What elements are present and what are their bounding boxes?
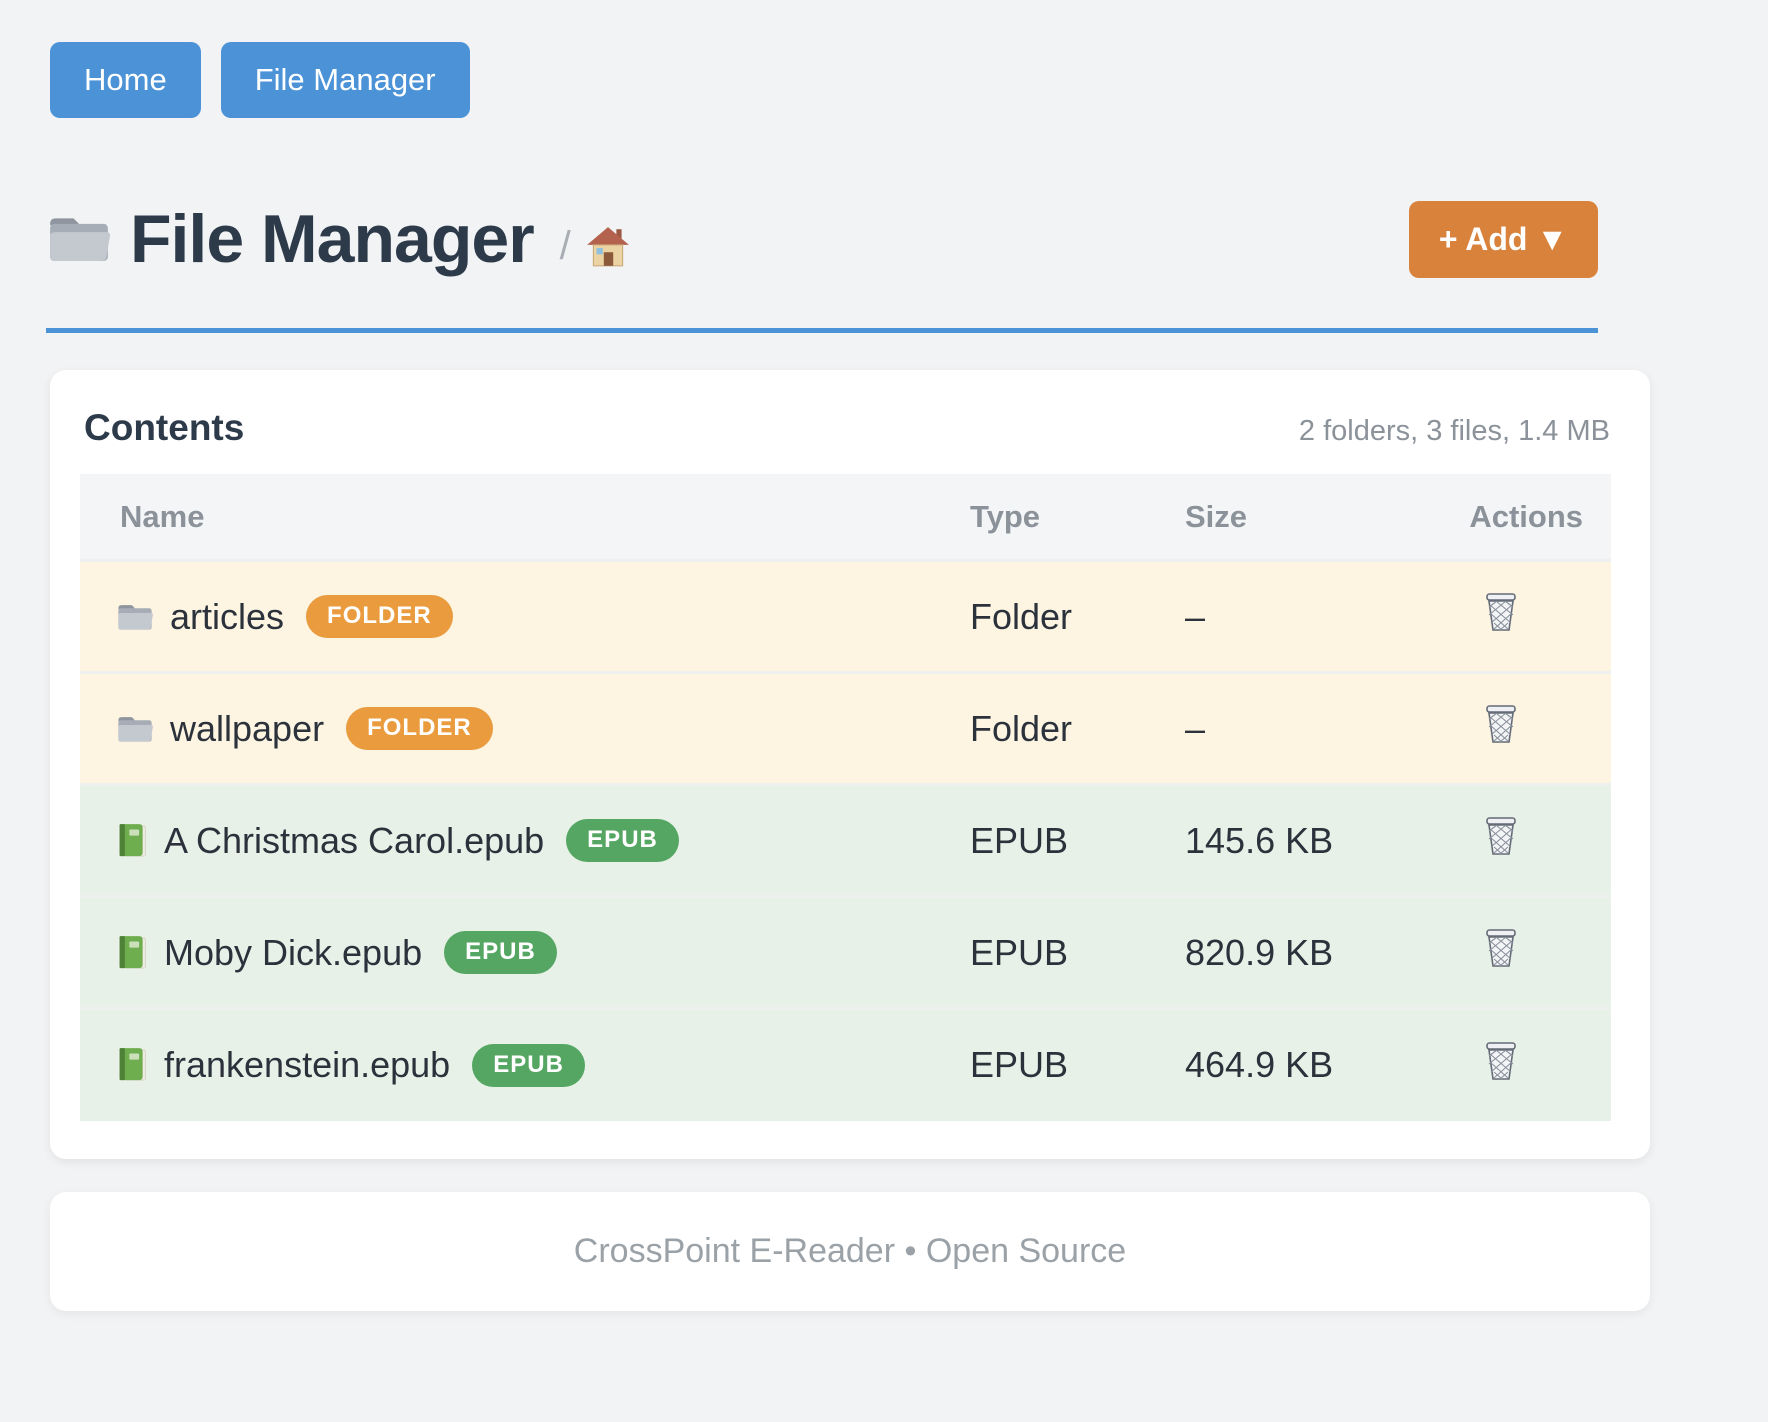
column-header-name: Name [80, 474, 955, 561]
delete-button[interactable] [1483, 1040, 1519, 1082]
file-manager-nav-button[interactable]: File Manager [221, 42, 470, 118]
file-type: EPUB [955, 785, 1165, 897]
file-type: EPUB [955, 1009, 1165, 1121]
column-header-actions: Actions [1390, 474, 1611, 561]
file-type-badge: FOLDER [306, 595, 453, 638]
page-header: File Manager / + Add ▼ [46, 193, 1598, 285]
file-size: 145.6 KB [1165, 785, 1390, 897]
file-name[interactable]: articles [170, 596, 284, 638]
delete-button[interactable] [1483, 815, 1519, 857]
contents-summary: 2 folders, 3 files, 1.4 MB [1299, 415, 1610, 448]
file-name[interactable]: Moby Dick.epub [164, 932, 422, 974]
header-divider [46, 328, 1598, 333]
file-table: Name Type Size Actions [80, 474, 1611, 1121]
table-row[interactable]: Moby Dick.epub EPUB EPUB 820.9 KB [80, 897, 1611, 1009]
home-nav-button[interactable]: Home [50, 42, 201, 118]
breadcrumb-separator: / [560, 224, 571, 269]
delete-button[interactable] [1483, 591, 1519, 633]
folder-icon [46, 211, 112, 267]
file-name[interactable]: wallpaper [170, 708, 324, 750]
file-name[interactable]: frankenstein.epub [164, 1044, 450, 1086]
book-icon [116, 934, 148, 972]
contents-card: Contents 2 folders, 3 files, 1.4 MB Name… [50, 370, 1650, 1159]
page-title: File Manager [130, 193, 534, 285]
file-type: Folder [955, 561, 1165, 673]
delete-button[interactable] [1483, 703, 1519, 745]
add-button[interactable]: + Add ▼ [1409, 201, 1598, 278]
file-type-badge: EPUB [444, 931, 557, 974]
file-size: – [1165, 561, 1390, 673]
column-header-type: Type [955, 474, 1165, 561]
trash-icon [1483, 927, 1519, 969]
trash-icon [1483, 1040, 1519, 1082]
book-icon [116, 1046, 148, 1084]
file-type: Folder [955, 673, 1165, 785]
footer-text: CrossPoint E-Reader • Open Source [574, 1232, 1126, 1271]
trash-icon [1483, 591, 1519, 633]
table-row[interactable]: wallpaper FOLDER Folder – [80, 673, 1611, 785]
file-size: 820.9 KB [1165, 897, 1390, 1009]
footer: CrossPoint E-Reader • Open Source [50, 1192, 1650, 1311]
contents-card-header: Contents 2 folders, 3 files, 1.4 MB [80, 404, 1610, 452]
home-icon[interactable] [585, 226, 631, 268]
file-name[interactable]: A Christmas Carol.epub [164, 820, 544, 862]
table-row[interactable]: A Christmas Carol.epub EPUB EPUB 145.6 K… [80, 785, 1611, 897]
table-row[interactable]: frankenstein.epub EPUB EPUB 464.9 KB [80, 1009, 1611, 1121]
folder-icon [116, 713, 154, 745]
book-icon [116, 822, 148, 860]
file-type: EPUB [955, 897, 1165, 1009]
nav-toolbar: Home File Manager [50, 42, 1768, 118]
trash-icon [1483, 703, 1519, 745]
table-header-row: Name Type Size Actions [80, 474, 1611, 561]
file-type-badge: EPUB [566, 819, 679, 862]
file-type-badge: EPUB [472, 1044, 585, 1087]
folder-icon [116, 601, 154, 633]
file-size: – [1165, 673, 1390, 785]
column-header-size: Size [1165, 474, 1390, 561]
contents-heading: Contents [84, 404, 244, 452]
file-type-badge: FOLDER [346, 707, 493, 750]
delete-button[interactable] [1483, 927, 1519, 969]
file-size: 464.9 KB [1165, 1009, 1390, 1121]
trash-icon [1483, 815, 1519, 857]
table-row[interactable]: articles FOLDER Folder – [80, 561, 1611, 673]
